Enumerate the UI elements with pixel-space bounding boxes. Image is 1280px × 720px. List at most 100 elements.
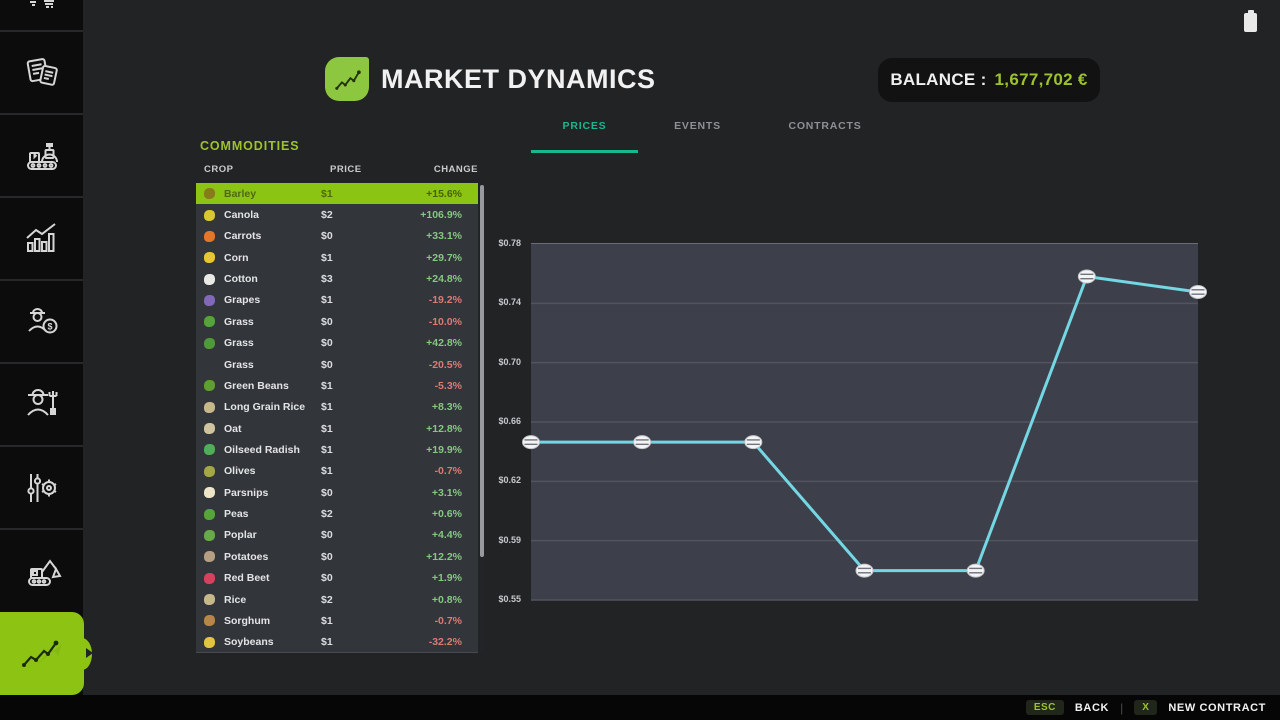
sidebar-item-settings[interactable] <box>0 445 83 528</box>
scrollbar-thumb[interactable] <box>480 185 484 557</box>
crop-change: +24.8% <box>426 273 462 286</box>
sidebar-item-cropped[interactable] <box>0 0 83 30</box>
table-row[interactable]: Oat $1 +12.8% <box>196 418 478 439</box>
table-column-headers: CROP PRICE CHANGE <box>196 164 478 178</box>
sidebar-item-sales[interactable]: $ <box>0 279 83 362</box>
column-header-change: CHANGE <box>433 164 478 175</box>
table-row[interactable]: Soybeans $1 -32.2% <box>196 632 478 652</box>
y-axis-labels: $0.78 $0.74 $0.70 $0.66 $0.62 $0.59 $0.55 <box>490 238 521 604</box>
grapes-icon <box>204 294 215 306</box>
sidebar-item-statistics[interactable] <box>0 196 83 279</box>
sidebar-item-documents[interactable] <box>0 30 83 113</box>
crop-price: $0 <box>321 315 333 328</box>
sidebar: $ <box>0 0 83 695</box>
table-row[interactable]: Parsnips $0 +3.1% <box>196 482 478 503</box>
table-row[interactable]: Barley $1 +15.6% <box>196 183 478 205</box>
active-tab-pointer <box>86 648 93 658</box>
y-axis-label: $0.62 <box>498 475 521 486</box>
crop-name: Grass <box>224 337 254 350</box>
peas-icon <box>204 508 215 520</box>
balance-value: 1,677,702 € <box>994 70 1088 89</box>
table-row[interactable]: Olives $1 -0.7% <box>196 461 478 482</box>
crop-change: +19.9% <box>426 443 462 456</box>
crop-change: -10.0% <box>428 315 462 328</box>
new-contract-button[interactable]: NEW CONTRACT <box>1168 701 1266 714</box>
poplar-icon <box>204 529 215 541</box>
sidebar-item-farmer[interactable] <box>0 362 83 445</box>
table-row[interactable]: Peas $2 +0.6% <box>196 503 478 524</box>
table-row[interactable]: Red Beet $0 +1.9% <box>196 567 478 588</box>
sidebar-item-construction[interactable] <box>0 528 83 611</box>
red-beet-icon <box>204 572 215 584</box>
oilseed-radish-icon <box>204 444 215 456</box>
tab-contracts[interactable]: CONTRACTS <box>788 120 862 132</box>
table-row[interactable]: Potatoes $0 +12.2% <box>196 546 478 567</box>
table-row[interactable]: Canola $2 +106.9% <box>196 204 478 225</box>
cotton-icon <box>204 273 215 285</box>
long-grain-rice-icon <box>204 401 215 413</box>
crop-change: +15.6% <box>426 187 462 200</box>
table-row[interactable]: Long Grain Rice $1 +8.3% <box>196 397 478 418</box>
grass-icon <box>204 337 215 349</box>
tab-prices[interactable]: PRICES <box>562 120 607 132</box>
crop-name: Potatoes <box>224 550 269 563</box>
page-title: MARKET DYNAMICS <box>381 64 656 94</box>
crop-price: $1 <box>321 187 333 200</box>
corn-icon <box>204 252 215 264</box>
back-button[interactable]: BACK <box>1074 701 1110 714</box>
crop-change: -5.3% <box>434 379 462 392</box>
crop-name: Carrots <box>224 230 262 243</box>
crop-name: Corn <box>224 251 249 264</box>
crop-change: +42.8% <box>426 337 462 350</box>
crop-name: Rice <box>224 593 247 606</box>
sales-icon: $ <box>27 307 57 333</box>
crop-price: $0 <box>321 529 333 542</box>
olives-icon <box>204 465 215 477</box>
production-icon <box>26 142 58 170</box>
crop-price: $2 <box>321 508 333 521</box>
crop-price: $2 <box>321 209 333 222</box>
crop-price: $0 <box>321 550 333 563</box>
column-header-price: PRICE <box>330 164 362 175</box>
table-row[interactable]: Rice $2 +0.8% <box>196 589 478 610</box>
crop-change: +0.8% <box>431 593 462 606</box>
crop-name: Grass <box>224 358 254 371</box>
crop-name: Oat <box>224 422 242 435</box>
table-row[interactable]: Corn $1 +29.7% <box>196 247 478 268</box>
sidebar-item-production[interactable] <box>0 113 83 196</box>
table-row[interactable]: Sorghum $1 -0.7% <box>196 610 478 631</box>
crop-price: $1 <box>321 422 333 435</box>
crop-name: Long Grain Rice <box>224 401 306 414</box>
table-row[interactable]: Cotton $3 +24.8% <box>196 268 478 289</box>
crop-name: Canola <box>224 209 260 222</box>
balance-label: BALANCE : <box>890 70 987 89</box>
crop-change: +12.8% <box>426 422 462 435</box>
crop-price: $1 <box>321 443 333 456</box>
table-row[interactable]: Oilseed Radish $1 +19.9% <box>196 439 478 460</box>
sidebar-item-market-active[interactable] <box>0 612 84 695</box>
no-icon <box>204 359 215 370</box>
crop-change: +3.1% <box>431 486 462 499</box>
farmer-icon <box>26 388 57 416</box>
crop-change: +0.6% <box>431 508 462 521</box>
table-row[interactable]: Grass $0 -20.5% <box>196 354 478 375</box>
crop-change: +33.1% <box>426 230 462 243</box>
tab-events[interactable]: EVENTS <box>674 120 721 132</box>
table-row[interactable]: Green Beans $1 -5.3% <box>196 375 478 396</box>
table-row[interactable]: Carrots $0 +33.1% <box>196 226 478 247</box>
market-icon <box>22 640 62 667</box>
table-row[interactable]: Grapes $1 -19.2% <box>196 290 478 311</box>
sorghum-icon <box>204 615 215 627</box>
price-chart-svg <box>522 269 1207 601</box>
grass-icon <box>204 316 215 328</box>
table-row[interactable]: Grass $0 -10.0% <box>196 311 478 332</box>
crop-change: -32.2% <box>428 636 462 649</box>
y-axis-label: $0.70 <box>498 356 521 367</box>
crop-name: Olives <box>224 465 256 478</box>
table-scrollbar[interactable] <box>480 183 484 652</box>
table-row[interactable]: Poplar $0 +4.4% <box>196 525 478 546</box>
balance-pill: BALANCE : 1,677,702 € <box>878 58 1100 102</box>
y-axis-label: $0.78 <box>498 238 521 248</box>
table-row[interactable]: Grass $0 +42.8% <box>196 333 478 354</box>
svg-text:$: $ <box>47 321 52 331</box>
